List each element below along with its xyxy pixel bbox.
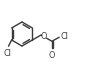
Text: O: O <box>41 32 47 41</box>
Text: Cl: Cl <box>60 32 67 41</box>
Text: O: O <box>48 51 55 60</box>
Text: Cl: Cl <box>3 49 11 58</box>
